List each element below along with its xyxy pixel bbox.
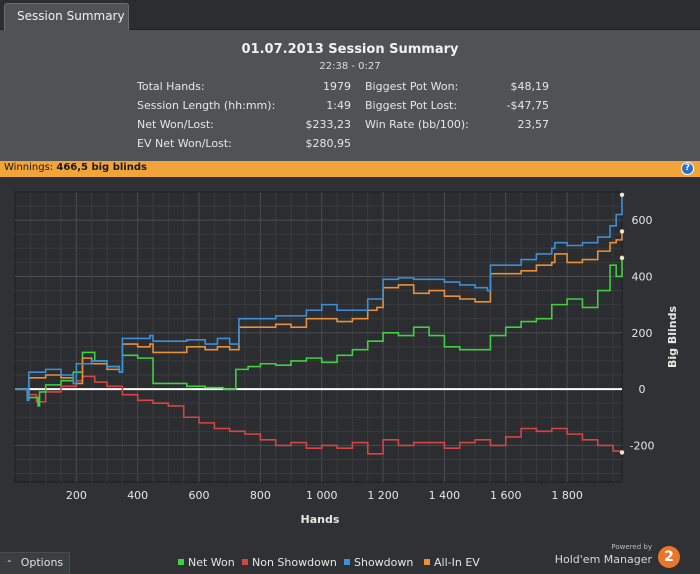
session-time-range: 22:38 - 0:27 [319, 61, 381, 72]
winnings-bar: Winnings: 466,5 big blinds ? [0, 161, 700, 177]
stat-value: $233,23 [305, 118, 352, 131]
stat-total-hands: Total Hands: 1979 [137, 79, 351, 95]
stat-label: Total Hands: [137, 80, 205, 93]
stat-value: $280,95 [305, 137, 352, 150]
legend-label: Net Won [188, 556, 235, 569]
stat-label: Biggest Pot Lost: [365, 99, 458, 112]
legend-swatch [178, 559, 184, 565]
y-tick-label: 400 [632, 270, 653, 283]
stat-value: 1:49 [326, 99, 351, 112]
winnings-label: Winnings: [4, 162, 54, 173]
legend-label: Showdown [354, 556, 414, 569]
tab-bar: Session Summary [0, 0, 700, 30]
x-axis-label: Hands [301, 513, 340, 526]
legend-label: Non Showdown [252, 556, 337, 569]
legend-item-non-showdown[interactable]: Non Showdown [242, 556, 337, 569]
x-tick-label: 800 [250, 489, 271, 502]
y-tick-label: 600 [632, 214, 653, 227]
stat-value: 23,57 [517, 118, 550, 131]
stat-ev-net-won-lost: EV Net Won/Lost: $280,95 [137, 136, 351, 152]
y-tick-label: -200 [630, 439, 655, 452]
legend-swatch [424, 559, 430, 565]
stat-label: Biggest Pot Won: [365, 80, 459, 93]
x-tick-label: 200 [66, 489, 87, 502]
x-tick-label: 1 200 [367, 489, 399, 502]
series-end-point [619, 192, 625, 198]
series-line-non-showdown [15, 375, 623, 455]
winnings-text: Winnings: 466,5 big blinds [4, 162, 147, 173]
options-button[interactable]: ⌃ Options [0, 552, 70, 574]
stat-biggest-pot-won: Biggest Pot Won: $48,19 [365, 79, 549, 95]
session-summary-panel: 01.07.2013 Session Summary 22:38 - 0:27 … [0, 30, 700, 161]
x-tick-label: 1 400 [429, 489, 461, 502]
stat-value: $48,19 [510, 80, 550, 93]
stat-value: 1979 [323, 80, 351, 93]
legend-item-showdown[interactable]: Showdown [344, 556, 413, 569]
series-end-point [619, 255, 625, 261]
stat-win-rate: Win Rate (bb/100): 23,57 [365, 117, 549, 133]
series-line-showdown [15, 194, 623, 402]
stat-biggest-pot-lost: Biggest Pot Lost: -$47,75 [365, 98, 549, 114]
legend-swatch [242, 559, 248, 565]
stat-label: Win Rate (bb/100): [365, 118, 469, 131]
series-end-point [619, 229, 625, 234]
winnings-chart: 200 400 600 800 1 000 1 200 1 400 1 600 1 800 600… [14, 191, 679, 526]
brand-name: Hold'em Manager [554, 553, 652, 566]
legend-item-net-won[interactable]: Net Won [178, 556, 235, 569]
stat-session-length: Session Length (hh:mm): 1:49 [137, 98, 351, 114]
tab-session-summary[interactable]: Session Summary [4, 3, 129, 30]
x-tick-label: 1 000 [306, 489, 338, 502]
x-tick-label: 600 [189, 489, 210, 502]
hem-logo-icon: 2 [658, 546, 680, 568]
x-tick-label: 400 [127, 489, 148, 502]
x-tick-label: 1 600 [490, 489, 522, 502]
series-line-net-won [15, 257, 623, 407]
plot-background [14, 191, 623, 483]
stat-label: EV Net Won/Lost: [137, 137, 232, 150]
chevron-up-icon: ⌃ [6, 559, 13, 568]
y-axis-label: Big Blinds [666, 306, 679, 368]
stat-value: -$47,75 [506, 99, 549, 112]
brand-footer: Powered by Hold'em Manager 2 [555, 543, 690, 571]
x-tick-label: 1 800 [551, 489, 583, 502]
legend-label: All-In EV [434, 556, 480, 569]
session-title: 01.07.2013 Session Summary [241, 42, 459, 57]
help-icon[interactable]: ? [681, 162, 694, 175]
stat-label: Net Won/Lost: [137, 118, 214, 131]
winnings-value: 466,5 big blinds [56, 162, 147, 173]
legend-swatch [344, 559, 350, 565]
y-tick-label: 0 [639, 383, 646, 396]
legend-item-all-in-ev[interactable]: All-In EV [424, 556, 480, 569]
stat-net-won-lost: Net Won/Lost: $233,23 [137, 117, 351, 133]
chart-area: 200 400 600 800 1 000 1 200 1 400 1 600 1 800 600… [0, 177, 700, 574]
options-label: Options [20, 556, 64, 569]
y-tick-label: 200 [632, 327, 653, 340]
series-end-point [619, 450, 625, 455]
stat-label: Session Length (hh:mm): [137, 99, 276, 112]
powered-by-text: Powered by [611, 543, 652, 551]
